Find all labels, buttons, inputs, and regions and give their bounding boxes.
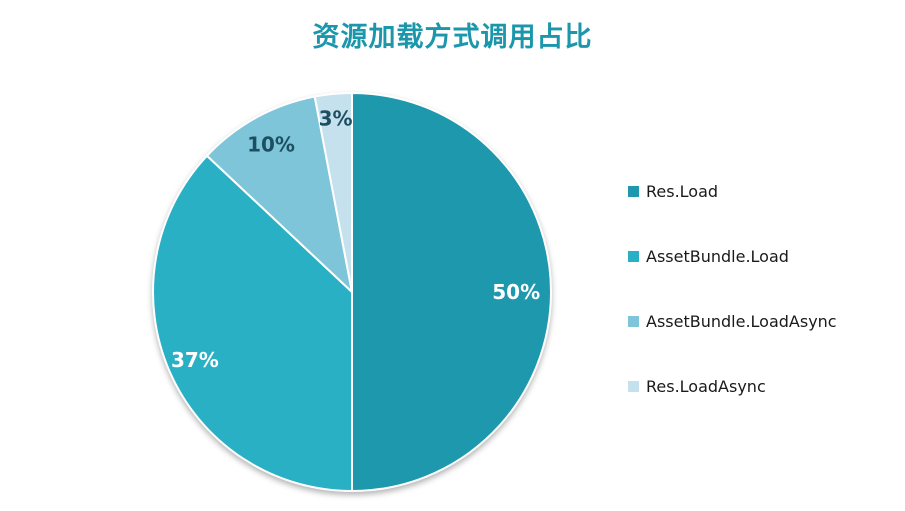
legend-label: AssetBundle.LoadAsync <box>646 312 837 331</box>
legend-swatch-res-loadasync <box>628 381 639 392</box>
legend-swatch-assetbundle-loadasync <box>628 316 639 327</box>
pie-slice-res-loadasync <box>313 91 353 293</box>
legend-label: Res.LoadAsync <box>646 377 766 396</box>
legend-item-res-load: Res.Load <box>628 159 837 224</box>
pie-label-assetbundle-loadasync: 10% <box>247 133 295 157</box>
pie-slice-res-load <box>351 92 552 492</box>
legend-swatch-assetbundle-load <box>628 251 639 262</box>
legend-swatch-res-load <box>628 186 639 197</box>
pie-slice-assetbundle-loadasync <box>205 95 353 293</box>
legend-label: Res.Load <box>646 182 719 201</box>
legend: Res.Load AssetBundle.Load AssetBundle.Load… <box>628 159 837 419</box>
legend-item-assetbundle-load: AssetBundle.Load <box>628 224 837 289</box>
pie-slice-assetbundle-load <box>152 154 353 492</box>
pie-label-res-loadasync: 3% <box>319 107 353 131</box>
legend-label: AssetBundle.Load <box>646 247 789 266</box>
legend-item-res-loadasync: Res.LoadAsync <box>628 354 837 419</box>
legend-item-assetbundle-loadasync: AssetBundle.LoadAsync <box>628 289 837 354</box>
pie-label-assetbundle-load: 37% <box>171 348 219 372</box>
chart-title: 资源加载方式调用占比 <box>312 22 593 53</box>
pie-label-res-load: 50% <box>492 280 540 304</box>
